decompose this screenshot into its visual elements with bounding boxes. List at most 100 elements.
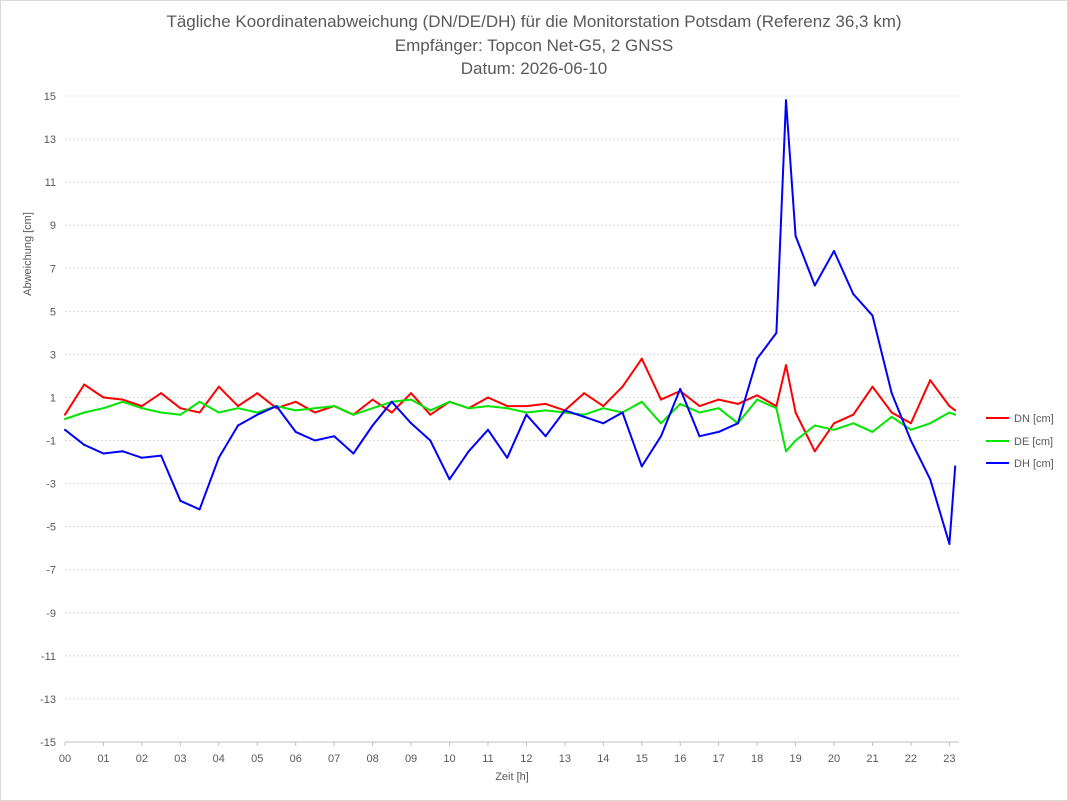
data-point [640, 465, 643, 468]
data-point [83, 443, 86, 446]
data-point [237, 407, 240, 410]
data-point [736, 422, 739, 425]
legend-label: DH [cm] [1014, 458, 1054, 470]
data-point [333, 435, 336, 438]
data-point [237, 405, 240, 408]
data-point [121, 400, 124, 403]
y-tick-label: 13 [44, 134, 56, 146]
data-point [486, 396, 489, 399]
x-tick-label: 08 [366, 753, 378, 765]
data-point [410, 398, 413, 401]
data-point [717, 398, 720, 401]
data-point [775, 407, 778, 410]
x-tick-label: 19 [789, 753, 801, 765]
x-tick-label: 07 [328, 753, 340, 765]
data-point [64, 428, 66, 431]
y-tick-label: 1 [50, 392, 56, 404]
data-point [506, 407, 509, 410]
series-line-dh [64, 99, 957, 545]
data-point [160, 411, 163, 414]
x-tick-label: 11 [482, 753, 493, 765]
data-point [583, 413, 586, 416]
data-point [640, 400, 643, 403]
data-point [217, 385, 220, 388]
y-tick-label: -13 [40, 694, 56, 706]
data-point [313, 411, 316, 414]
data-point [679, 387, 682, 390]
data-point [736, 402, 739, 405]
data-point [784, 99, 787, 102]
data-point [179, 407, 182, 410]
data-point [429, 439, 432, 442]
data-point [833, 250, 836, 253]
data-point [775, 405, 778, 408]
data-point [756, 357, 759, 360]
data-point [506, 405, 509, 408]
data-point [140, 407, 143, 410]
data-point [563, 409, 566, 412]
data-point [948, 405, 951, 408]
data-point [198, 411, 201, 414]
data-point [83, 383, 86, 386]
data-point [237, 424, 240, 427]
data-point [640, 357, 643, 360]
data-point [275, 405, 278, 408]
data-point [794, 439, 797, 442]
x-tick-label: 20 [828, 753, 840, 765]
data-point [486, 428, 489, 431]
data-point [179, 499, 182, 502]
data-point [948, 411, 951, 414]
x-axis-title: Zeit [h] [495, 771, 529, 783]
data-point [448, 400, 451, 403]
data-point [198, 400, 201, 403]
data-point [525, 411, 528, 414]
data-point [954, 409, 957, 412]
data-point [909, 439, 912, 442]
data-point [64, 418, 66, 420]
data-point [602, 407, 605, 410]
data-point [602, 405, 605, 408]
y-tick-label: 5 [50, 306, 56, 318]
x-tick-label: 06 [290, 753, 302, 765]
x-tick-label: 16 [674, 753, 686, 765]
y-tick-label: -5 [46, 522, 56, 534]
y-tick-label: -1 [46, 436, 56, 448]
data-point [621, 385, 624, 388]
data-point [410, 422, 413, 425]
series-line-de [64, 398, 956, 453]
data-point [954, 465, 957, 468]
data-point [660, 435, 662, 438]
x-tick-label: 15 [636, 753, 648, 765]
x-tick-label: 03 [174, 753, 186, 765]
data-point [660, 422, 662, 425]
data-point [102, 407, 105, 410]
data-point [525, 405, 528, 408]
x-tick-label: 00 [59, 753, 71, 765]
y-tick-label: 11 [45, 177, 56, 189]
data-point [852, 422, 855, 425]
data-point [102, 396, 105, 399]
data-point [583, 392, 586, 395]
data-point [256, 411, 259, 414]
data-point [102, 452, 105, 455]
data-point [448, 478, 451, 481]
y-tick-label: -9 [46, 608, 56, 620]
x-tick-label: 21 [866, 753, 878, 765]
data-point [660, 398, 662, 401]
data-point [852, 293, 855, 296]
data-point [544, 435, 547, 438]
data-point [929, 478, 932, 481]
data-point [813, 450, 816, 453]
series-lines [64, 99, 957, 545]
data-point [371, 398, 374, 401]
data-point [140, 456, 143, 459]
data-point [621, 411, 624, 414]
data-point [313, 439, 316, 442]
data-point [525, 413, 528, 416]
legend-label: DE [cm] [1014, 436, 1053, 448]
y-tick-label: 3 [50, 349, 56, 361]
y-tick-label: 9 [50, 220, 56, 232]
x-tick-label: 23 [943, 753, 955, 765]
data-point [256, 413, 259, 416]
x-tick-label: 14 [597, 753, 609, 765]
